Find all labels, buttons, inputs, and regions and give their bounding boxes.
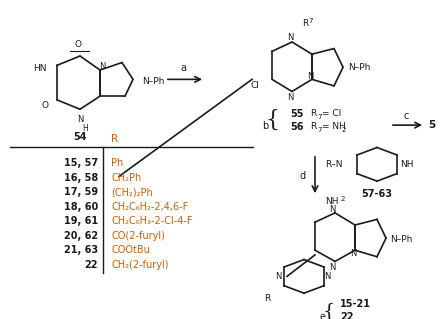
Text: 55: 55 [290,109,304,119]
Text: 22: 22 [84,260,98,270]
Text: 15, 57: 15, 57 [64,159,98,168]
Text: 21, 63: 21, 63 [64,245,98,255]
Text: Ph: Ph [111,159,123,168]
Text: R: R [302,19,308,28]
Text: a: a [180,63,186,73]
Text: e: e [319,312,325,319]
Text: 7: 7 [317,114,321,120]
Text: {: { [265,108,279,130]
Text: 20, 62: 20, 62 [64,231,98,241]
Text: b: b [262,121,268,131]
Text: N: N [99,62,105,71]
Text: 7: 7 [317,127,321,133]
Text: N: N [77,115,83,124]
Text: O: O [42,101,49,110]
Text: 7: 7 [309,18,313,24]
Text: 56: 56 [290,122,304,132]
Text: 57-63: 57-63 [362,189,392,199]
Text: CH₂(2-furyl): CH₂(2-furyl) [111,260,168,270]
Text: N: N [350,249,356,257]
Text: 19, 61: 19, 61 [64,216,98,226]
Text: N: N [287,93,293,101]
Text: 22: 22 [340,312,354,319]
Text: CO(2-furyl): CO(2-furyl) [111,231,165,241]
Text: R: R [310,109,316,118]
Text: = NH: = NH [322,122,346,131]
Text: 2: 2 [341,196,345,202]
Text: 16, 58: 16, 58 [64,173,98,183]
Text: N: N [329,204,335,214]
Text: NH: NH [325,197,339,206]
Text: N: N [287,33,293,42]
Text: 15-21: 15-21 [340,299,371,309]
Text: H: H [82,124,88,133]
Text: COOtBu: COOtBu [111,245,150,255]
Text: 2: 2 [342,127,347,133]
Text: (CH₂)₂Ph: (CH₂)₂Ph [111,187,153,197]
Text: CH₂C₆H₃-2-Cl-4-F: CH₂C₆H₃-2-Cl-4-F [111,216,193,226]
Text: {: { [323,302,335,319]
Text: NH: NH [400,160,414,169]
Text: N: N [307,72,313,81]
Text: 18, 60: 18, 60 [64,202,98,212]
Text: R: R [111,134,118,144]
Text: = Cl: = Cl [322,109,341,118]
Text: 5: 5 [428,120,436,130]
Text: O: O [75,40,81,49]
Text: c: c [403,111,409,121]
Text: N–Ph: N–Ph [390,234,412,243]
Text: R: R [310,122,316,131]
Text: R–N: R–N [325,160,343,169]
Text: N: N [324,272,330,281]
Text: d: d [300,171,306,181]
Text: N: N [276,272,282,281]
Text: Cl: Cl [251,81,259,90]
Text: N: N [329,263,335,271]
Text: N–Ph: N–Ph [142,77,164,86]
Text: CH₂C₆H₂-2,4,6-F: CH₂C₆H₂-2,4,6-F [111,202,188,212]
Text: R: R [264,294,270,303]
Text: 54: 54 [73,132,87,142]
Text: 17, 59: 17, 59 [64,187,98,197]
Text: N–Ph: N–Ph [348,63,370,72]
Text: CH₂Ph: CH₂Ph [111,173,141,183]
Text: HN: HN [33,64,47,73]
